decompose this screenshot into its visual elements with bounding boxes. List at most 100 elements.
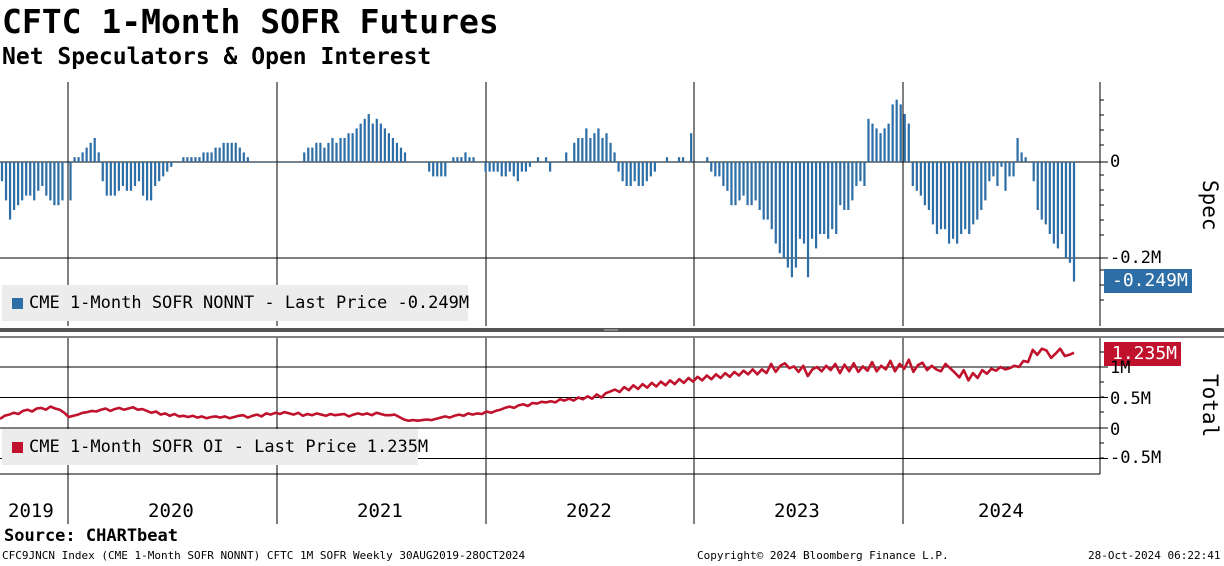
spec-bar [464, 152, 467, 162]
spec-bar [641, 162, 644, 186]
spec-bar [440, 162, 443, 177]
spec-bar [198, 157, 201, 162]
spec-bar [258, 162, 262, 163]
spec-bar [69, 162, 72, 201]
spec-bar [12, 162, 16, 210]
source-label: Source: CHARTbeat [4, 526, 178, 546]
spec-bar [778, 162, 781, 254]
spec-bar [863, 162, 866, 186]
spec-bar [871, 123, 874, 162]
spec-bar [190, 157, 193, 162]
spec-bar [133, 162, 137, 186]
spec-bar [375, 118, 378, 162]
spec-bar [287, 162, 290, 163]
spec-bar [17, 162, 20, 206]
spec-bar [544, 157, 548, 162]
spec-bar [202, 152, 205, 162]
spec-bar [387, 133, 390, 162]
spec-bar [170, 162, 173, 167]
spec-legend-label: CME 1-Month SOFR NONNT - Last Price -0.2… [29, 293, 470, 313]
spec-bar [726, 162, 729, 191]
spec-bar [262, 162, 266, 163]
spec-bar [154, 162, 157, 186]
spec-bar [911, 162, 914, 186]
spec-bar [129, 162, 133, 191]
spec-bar [428, 162, 431, 172]
spec-bar [141, 162, 145, 196]
spec-bar [367, 114, 370, 162]
spec-bar [980, 162, 983, 210]
spec-bar [53, 162, 56, 206]
spec-bar [407, 162, 411, 163]
oi-legend-swatch [12, 442, 23, 453]
spec-bar [411, 162, 415, 163]
spec-bar [319, 142, 322, 162]
spec-last-price-tag: -0.249M [1104, 269, 1192, 293]
chart-title: CFTC 1-Month SOFR Futures [2, 2, 499, 41]
spec-bar [750, 162, 753, 206]
spec-bar [677, 157, 681, 162]
spec-bar [673, 162, 677, 163]
spec-bar [710, 162, 713, 172]
spec-bar [371, 123, 374, 162]
spec-bar [29, 162, 32, 196]
spec-bar [347, 133, 350, 162]
spec-bar [714, 162, 717, 177]
spec-bar [1020, 152, 1023, 162]
spec-bar [960, 162, 963, 234]
spec-bar [61, 162, 64, 201]
spec-bar [41, 162, 44, 186]
spec-bar [891, 104, 894, 162]
spec-bar [444, 162, 447, 177]
spec-bar [303, 152, 306, 162]
x-tick-2022: 2022 [566, 500, 612, 522]
spec-bar [569, 162, 572, 163]
spec-bar [621, 162, 624, 182]
spec-bar [399, 147, 403, 162]
spec-bar [633, 162, 636, 182]
spec-bar [460, 157, 463, 162]
spec-bar [468, 157, 471, 162]
spec-bar [762, 162, 765, 220]
spec-bar [746, 162, 749, 206]
spec-bar [718, 162, 721, 177]
spec-bar [81, 152, 84, 162]
spec-bar [847, 162, 850, 210]
spec-bar [573, 142, 576, 162]
spec-bar [605, 133, 608, 162]
spec-bar [335, 142, 338, 162]
spec-bar [548, 162, 552, 172]
spec-bar [331, 138, 334, 162]
spec-bar [947, 162, 951, 244]
spec-bar [690, 133, 693, 162]
oi-series-line [0, 347, 1075, 423]
x-tick-2023: 2023 [774, 500, 820, 522]
spec-bar [585, 128, 588, 162]
spec-bar [661, 162, 665, 163]
spec-bar [1024, 157, 1027, 162]
spec-bar [174, 162, 177, 163]
spec-bar [206, 152, 209, 162]
spec-bar [182, 157, 185, 162]
spec-bar [158, 162, 161, 182]
oi-ytick-1m: 1M [1110, 358, 1131, 378]
spec-bar [186, 157, 189, 162]
spec-bar [1036, 162, 1039, 210]
oi-legend: CME 1-Month SOFR OI - Last Price 1.235M [2, 429, 428, 465]
spec-bar [915, 162, 918, 191]
spec-bar [424, 162, 427, 163]
spec-bar [907, 123, 910, 162]
spec-bar [843, 162, 846, 210]
x-tick-2019: 2019 [8, 500, 54, 522]
spec-bar [1072, 162, 1076, 282]
spec-bar [363, 118, 366, 162]
spec-bar [939, 162, 943, 230]
spec-bar [883, 128, 886, 162]
spec-bar [1012, 162, 1015, 177]
spec-bar [903, 114, 906, 162]
spec-bar [1064, 162, 1068, 258]
spec-bar [702, 162, 705, 163]
spec-bar [879, 133, 882, 162]
spec-bar [613, 152, 616, 162]
